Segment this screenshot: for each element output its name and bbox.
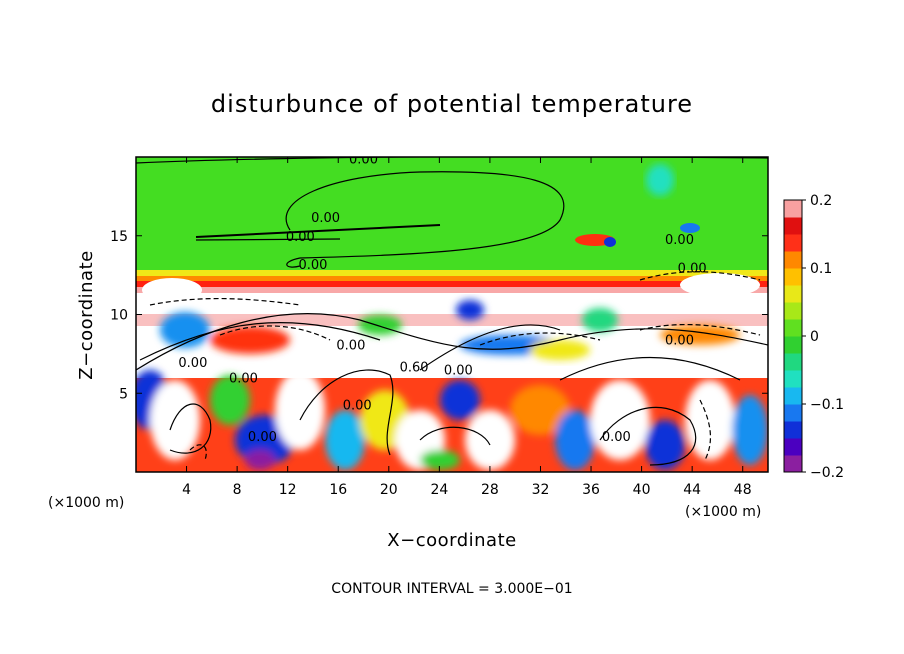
colorbar-segment (784, 217, 802, 235)
colorbar-tick-label: 0.2 (810, 193, 832, 209)
x-tick-label: 32 (532, 482, 550, 498)
contour-label: 0.00 (349, 153, 378, 168)
tropopause-band-white (136, 293, 768, 301)
x-axis: 4 8 12 16 20 24 28 32 36 40 44 48 (182, 157, 752, 498)
contour-label: 0.00 (444, 364, 473, 379)
x-tick-label: 8 (233, 482, 242, 498)
y-axis: 5 10 15 (110, 229, 768, 402)
colorbar-segment (784, 421, 802, 439)
x-axis-label: X−coordinate (387, 530, 516, 551)
contour-label: 0.00 (665, 334, 694, 349)
contour-label: 0.00 (311, 211, 340, 226)
colorbar-segment (784, 319, 802, 337)
contour-labels: 0.00 0.00 0.00 0.00 0.00 0.00 0.00 0.60 0.00 0.00… (178, 153, 707, 445)
colorbar-segment (784, 387, 802, 405)
contour-label: 0.60 (400, 360, 429, 375)
colorbar-tick-label: 0.1 (810, 261, 832, 277)
chart-title: disturbunce of potential temperature (211, 90, 693, 118)
y-axis-label: Z−coordinate (76, 250, 97, 379)
x-unit-right: (×1000 m) (685, 504, 761, 520)
mid-pink-strip (136, 314, 768, 326)
x-tick-label: 12 (279, 482, 297, 498)
colorbar-segment (784, 268, 802, 286)
x-tick-label: 36 (582, 482, 600, 498)
tropopause-band-yellow (136, 270, 768, 276)
colorbar-segment (784, 353, 802, 371)
x-tick-label: 24 (430, 482, 448, 498)
contour-lines-dashed (149, 271, 761, 461)
tropopause-band-pink (136, 287, 768, 293)
colorbar-tick-label: 0 (810, 329, 819, 345)
x-tick-label: 28 (481, 482, 499, 498)
x-tick-label: 48 (734, 482, 752, 498)
mid-layer-blobs (160, 300, 740, 360)
colorbar-segment (784, 455, 802, 473)
contour-label: 0.00 (178, 356, 207, 371)
contour-label: 0.00 (286, 230, 315, 245)
upper-layer-features (142, 164, 760, 302)
tropopause-band-red (136, 281, 768, 287)
colorbar-segment (784, 200, 802, 218)
contour-label: 0.00 (602, 430, 631, 445)
contour-label: 0.00 (298, 258, 327, 273)
x-tick-label: 20 (380, 482, 398, 498)
colorbar-segment (784, 370, 802, 388)
colorbar-segment (784, 302, 802, 320)
contour-label: 0.00 (343, 398, 372, 413)
colorbar-segment (784, 404, 802, 422)
y-tick-label: 10 (110, 308, 128, 324)
colorbar-segment (784, 438, 802, 456)
x-tick-label: 4 (182, 482, 191, 498)
heatmap-field: 0.00 0.00 0.00 0.00 0.00 0.00 0.00 0.60 0.00 0.00… (136, 153, 768, 472)
colorbar-segment (784, 285, 802, 303)
y-tick-label: 15 (110, 229, 128, 245)
colorbar: 0.2 0.1 0 −0.1 −0.2 (783, 193, 844, 481)
colorbar-tick-label: −0.2 (810, 465, 844, 481)
contour-interval-note: CONTOUR INTERVAL = 3.000E−01 (331, 581, 572, 597)
x-tick-label: 16 (329, 482, 347, 498)
contour-label: 0.00 (229, 372, 258, 387)
colorbar-segment (784, 234, 802, 252)
colorbar-segment (784, 336, 802, 354)
contour-label: 0.00 (665, 233, 694, 248)
contour-label: 0.00 (248, 430, 277, 445)
tropopause-band-orange (136, 276, 768, 281)
x-tick-label: 44 (683, 482, 701, 498)
y-tick-label: 5 (119, 386, 128, 402)
colorbar-segment (784, 251, 802, 269)
contour-label: 0.00 (336, 338, 365, 353)
lower-layer-blobs (136, 370, 768, 470)
colorbar-tick-label: −0.1 (810, 397, 844, 413)
x-unit-left: (×1000 m) (48, 495, 124, 511)
contour-label: 0.00 (678, 261, 707, 276)
x-tick-label: 40 (633, 482, 651, 498)
